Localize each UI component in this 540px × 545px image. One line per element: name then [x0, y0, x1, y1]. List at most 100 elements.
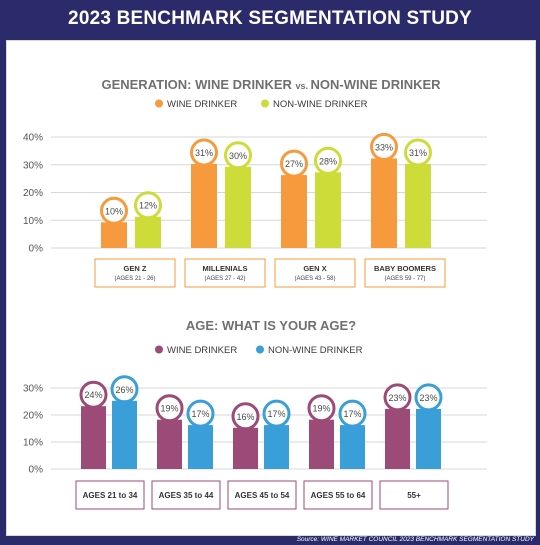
value-label: 19%	[160, 404, 178, 414]
chart-title-vs: vs.	[296, 81, 311, 91]
y-tick-label: 0%	[29, 244, 44, 255]
bar	[101, 222, 127, 248]
legend-label: WINE DRINKER	[167, 345, 237, 356]
chart-title-part: GENERATION: WINE DRINKER	[101, 77, 295, 92]
value-bubble	[100, 196, 128, 225]
category-label: AGES 21 to 34	[83, 491, 138, 500]
category-sublabel: (AGES 21 - 26)	[114, 276, 155, 282]
value-label: 16%	[236, 412, 254, 422]
legend-label: NON-WINE DRINKER	[273, 99, 368, 110]
chart-2: AGE: WHAT IS YOUR AGE? WINE DRINKER NON-WI…	[23, 318, 487, 510]
value-label: 17%	[343, 409, 361, 419]
y-tick-label: 10%	[23, 438, 43, 449]
bar	[135, 216, 161, 248]
y-tick-label: 20%	[23, 411, 43, 422]
chart-1: GENERATION: WINE DRINKER vs. NON-WINE DR…	[23, 77, 487, 288]
category-label: MILLENIALS	[203, 264, 248, 273]
bar	[371, 158, 397, 248]
value-bubble	[262, 399, 291, 428]
charts-canvas: GENERATION: WINE DRINKER vs. NON-WINE DR…	[23, 77, 487, 510]
y-tick-label: 40%	[23, 133, 43, 144]
legend-label: WINE DRINKER	[167, 99, 237, 110]
category-box	[151, 480, 221, 510]
bar	[225, 166, 251, 248]
y-tick-label: 0%	[29, 465, 44, 476]
category-label: 55+	[407, 491, 421, 500]
value-bubble	[190, 138, 218, 167]
bar	[191, 163, 217, 248]
value-label: 19%	[312, 404, 330, 414]
bar	[315, 172, 341, 248]
value-label: 17%	[191, 409, 209, 419]
value-label: 12%	[139, 201, 157, 211]
value-label: 17%	[267, 409, 285, 419]
value-label: 31%	[195, 148, 213, 158]
bar	[340, 425, 365, 469]
category-box	[379, 480, 449, 510]
bar	[112, 400, 137, 469]
page-title: 2023 BENCHMARK SEGMENTATION STUDY	[68, 8, 472, 29]
value-label: 33%	[375, 142, 393, 152]
value-bubble	[383, 383, 412, 412]
value-bubble	[404, 138, 432, 167]
bar	[281, 175, 307, 248]
bar	[233, 427, 258, 469]
category-box	[364, 258, 446, 288]
y-tick-label: 10%	[23, 216, 43, 227]
value-label: 27%	[285, 159, 303, 169]
value-bubble	[280, 149, 308, 178]
category-label: AGES 45 to 54	[235, 491, 290, 500]
category-sublabel: (AGES 59 - 77)	[384, 276, 425, 282]
category-label: AGES 55 to 64	[311, 491, 366, 500]
value-bubble	[155, 394, 184, 423]
category-sublabel: (AGES 27 - 42)	[204, 276, 245, 282]
value-bubble	[338, 399, 367, 428]
value-bubble	[314, 146, 342, 175]
bar	[416, 408, 441, 469]
category-box	[274, 258, 356, 288]
y-tick-label: 20%	[23, 188, 43, 199]
value-label: 31%	[409, 148, 427, 158]
value-label: 24%	[84, 390, 102, 400]
category-sublabel: (AGES 43 - 58)	[294, 276, 335, 282]
value-label: 23%	[419, 393, 437, 403]
value-bubble	[307, 394, 336, 423]
value-label: 23%	[388, 393, 406, 403]
value-label: 26%	[115, 385, 133, 395]
bar	[309, 419, 334, 469]
chart-title-part: NON-WINE DRINKER	[311, 77, 442, 92]
bar	[264, 425, 289, 469]
value-bubble	[224, 141, 252, 170]
bar	[157, 419, 182, 469]
chart-title: AGE: WHAT IS YOUR AGE?	[186, 318, 356, 333]
value-label: 10%	[105, 206, 123, 216]
value-label: 28%	[319, 156, 337, 166]
legend-swatch	[261, 99, 269, 108]
bar	[405, 163, 431, 248]
category-box	[94, 258, 176, 288]
value-bubble	[370, 132, 398, 161]
category-box	[75, 480, 145, 510]
bar	[81, 406, 106, 469]
source-note: Source: WINE MARKET COUNCIL 2023 BENCHMA…	[296, 536, 534, 543]
legend-label: NON-WINE DRINKER	[268, 345, 363, 356]
legend-swatch	[155, 99, 163, 108]
value-bubble	[110, 375, 139, 404]
value-bubble	[134, 191, 162, 220]
y-tick-label: 30%	[23, 160, 43, 171]
legend-swatch	[256, 345, 264, 354]
chart-panel: GENERATION: WINE DRINKER vs. NON-WINE DR…	[6, 40, 536, 536]
value-bubble	[414, 383, 443, 412]
category-label: BABY BOOMERS	[374, 264, 436, 273]
chart-title: GENERATION: WINE DRINKER vs. NON-WINE DR…	[101, 77, 441, 92]
category-box	[303, 480, 373, 510]
y-tick-label: 30%	[23, 384, 43, 395]
category-label: GEN X	[303, 264, 326, 273]
value-bubble	[231, 402, 260, 431]
bar	[188, 425, 213, 469]
value-bubble	[186, 399, 215, 428]
legend-swatch	[155, 345, 163, 354]
category-label: AGES 35 to 44	[159, 491, 214, 500]
category-box	[184, 258, 266, 288]
category-label: GEN Z	[124, 264, 147, 273]
